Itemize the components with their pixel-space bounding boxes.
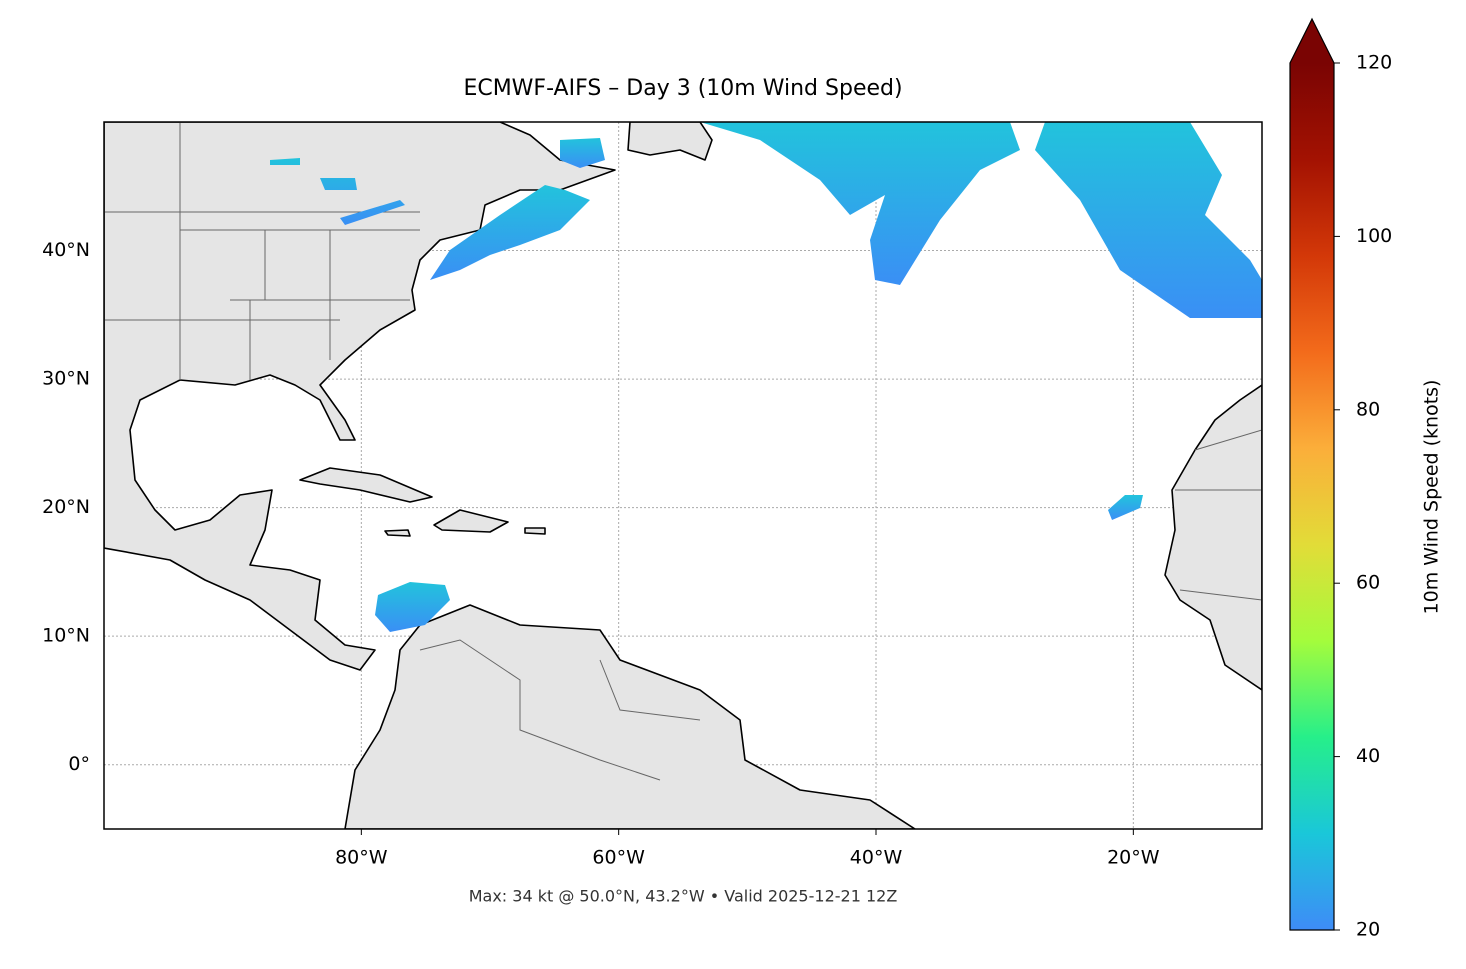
y-tick-label: 30°N — [42, 368, 90, 390]
x-tick-label: 20°W — [1107, 847, 1160, 869]
colorbar-label: 10m Wind Speed (knots) — [1421, 380, 1443, 615]
map-area — [104, 122, 1262, 829]
footnote: Max: 34 kt @ 50.0°N, 43.2°W • Valid 2025… — [469, 887, 898, 906]
cuba — [299, 467, 433, 503]
y-tick-label: 10°N — [42, 625, 90, 647]
colorbar-tick-label: 20 — [1356, 919, 1380, 941]
wind-field — [270, 122, 1262, 632]
colorbar-tick-label: 40 — [1356, 745, 1380, 767]
colorbar-extend — [1290, 19, 1334, 63]
x-tick-label: 80°W — [335, 847, 388, 869]
hispaniola — [433, 509, 509, 533]
colorbar: 20 40 60 80 100 120 — [1289, 17, 1392, 941]
y-tick-label: 0° — [68, 753, 90, 775]
x-tick-label: 40°W — [850, 847, 903, 869]
map-title: ECMWF-AIFS – Day 3 (10m Wind Speed) — [463, 76, 902, 101]
colorbar-tick-label: 100 — [1356, 225, 1392, 247]
map-frame — [103, 121, 1263, 830]
y-tick-label: 40°N — [42, 239, 90, 261]
greenland-tip — [627, 122, 713, 161]
borders — [104, 122, 1262, 781]
jamaica — [384, 529, 411, 537]
colorbar-tick-label: 120 — [1356, 52, 1392, 74]
south-america — [344, 604, 916, 829]
puerto-rico — [524, 527, 546, 535]
x-tick-label: 60°W — [592, 847, 645, 869]
colorbar-scale — [1290, 63, 1334, 930]
colorbar-tick-label: 60 — [1356, 572, 1380, 594]
y-tick-label: 20°N — [42, 496, 90, 518]
africa — [1164, 384, 1262, 691]
colorbar-tick-label: 80 — [1356, 398, 1380, 420]
colorbar-outline — [1289, 17, 1335, 931]
axis-ticks: 80°W 60°W 40°W 20°W 0° 10°N 20°N 30°N 40°N — [42, 239, 1160, 868]
